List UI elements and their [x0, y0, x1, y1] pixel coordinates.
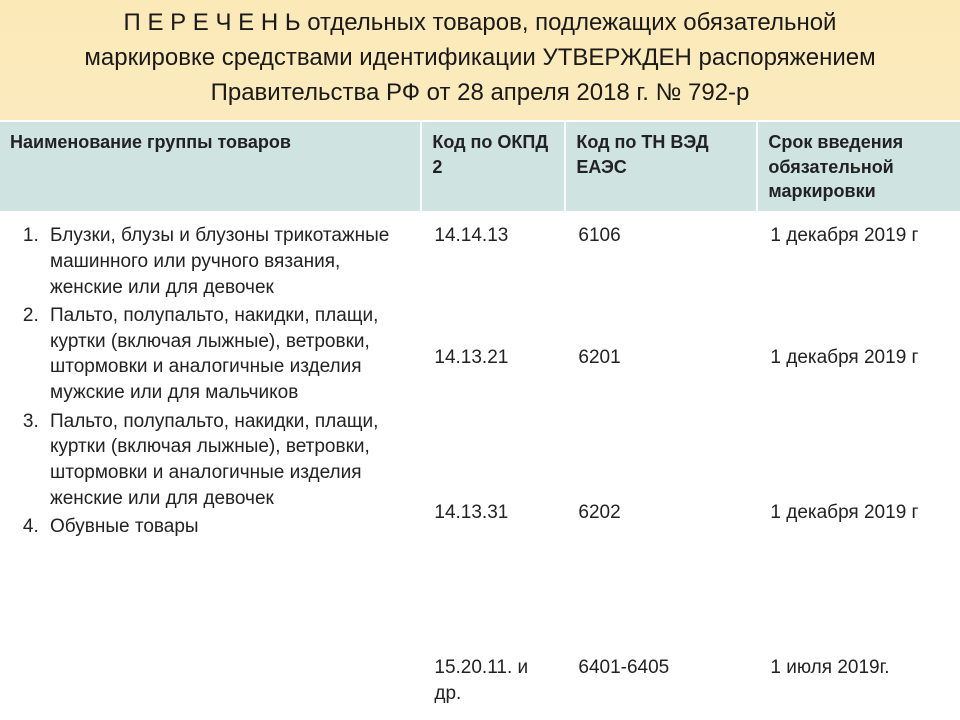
goods-table: Наименование группы товаров Код по ОКПД … — [0, 120, 960, 720]
tnved-value: 6201 — [578, 345, 744, 500]
cell-tnved: 6106 6201 6202 6401-6405 — [566, 213, 758, 720]
table-body-row: Блузки, блузы и блузоны трикотажные маши… — [0, 213, 960, 720]
page-title: П Е Р Е Ч Е Н Ь отдельных товаров, подле… — [0, 0, 960, 120]
list-item: Пальто, полупальто, накидки, плащи, курт… — [44, 303, 408, 406]
list-item: Обувные товары — [44, 514, 408, 540]
okpd2-value: 14.13.31 — [434, 500, 552, 655]
deadline-value: 1 декабря 2019 г — [770, 223, 948, 345]
deadline-value: 1 декабря 2019 г — [770, 500, 948, 655]
deadline-value: 1 июля 2019г. — [770, 655, 948, 695]
table-header-row: Наименование группы товаров Код по ОКПД … — [0, 120, 960, 213]
tnved-value: 6401-6405 — [578, 655, 744, 695]
tnved-value: 6202 — [578, 500, 744, 655]
list-item: Пальто, полупальто, накидки, плащи, курт… — [44, 409, 408, 512]
okpd2-value: 14.13.21 — [434, 345, 552, 500]
okpd2-value: 14.14.13 — [434, 223, 552, 345]
cell-names: Блузки, блузы и блузоны трикотажные маши… — [0, 213, 422, 720]
col-header-deadline: Срок введения обязательной маркировки — [758, 122, 960, 211]
cell-okpd2: 14.14.13 14.13.21 14.13.31 15.20.11. и д… — [422, 213, 566, 720]
goods-list: Блузки, блузы и блузоны трикотажные маши… — [12, 223, 408, 540]
okpd2-value: 15.20.11. и др. — [434, 655, 552, 695]
deadline-value: 1 декабря 2019 г — [770, 345, 948, 500]
cell-deadline: 1 декабря 2019 г 1 декабря 2019 г 1 дека… — [758, 213, 960, 720]
slide: П Е Р Е Ч Е Н Ь отдельных товаров, подле… — [0, 0, 960, 720]
col-header-okpd2: Код по ОКПД 2 — [422, 122, 566, 211]
list-item: Блузки, блузы и блузоны трикотажные маши… — [44, 223, 408, 300]
col-header-tnved: Код по ТН ВЭД ЕАЭС — [566, 122, 758, 211]
tnved-value: 6106 — [578, 223, 744, 345]
col-header-name: Наименование группы товаров — [0, 122, 422, 211]
